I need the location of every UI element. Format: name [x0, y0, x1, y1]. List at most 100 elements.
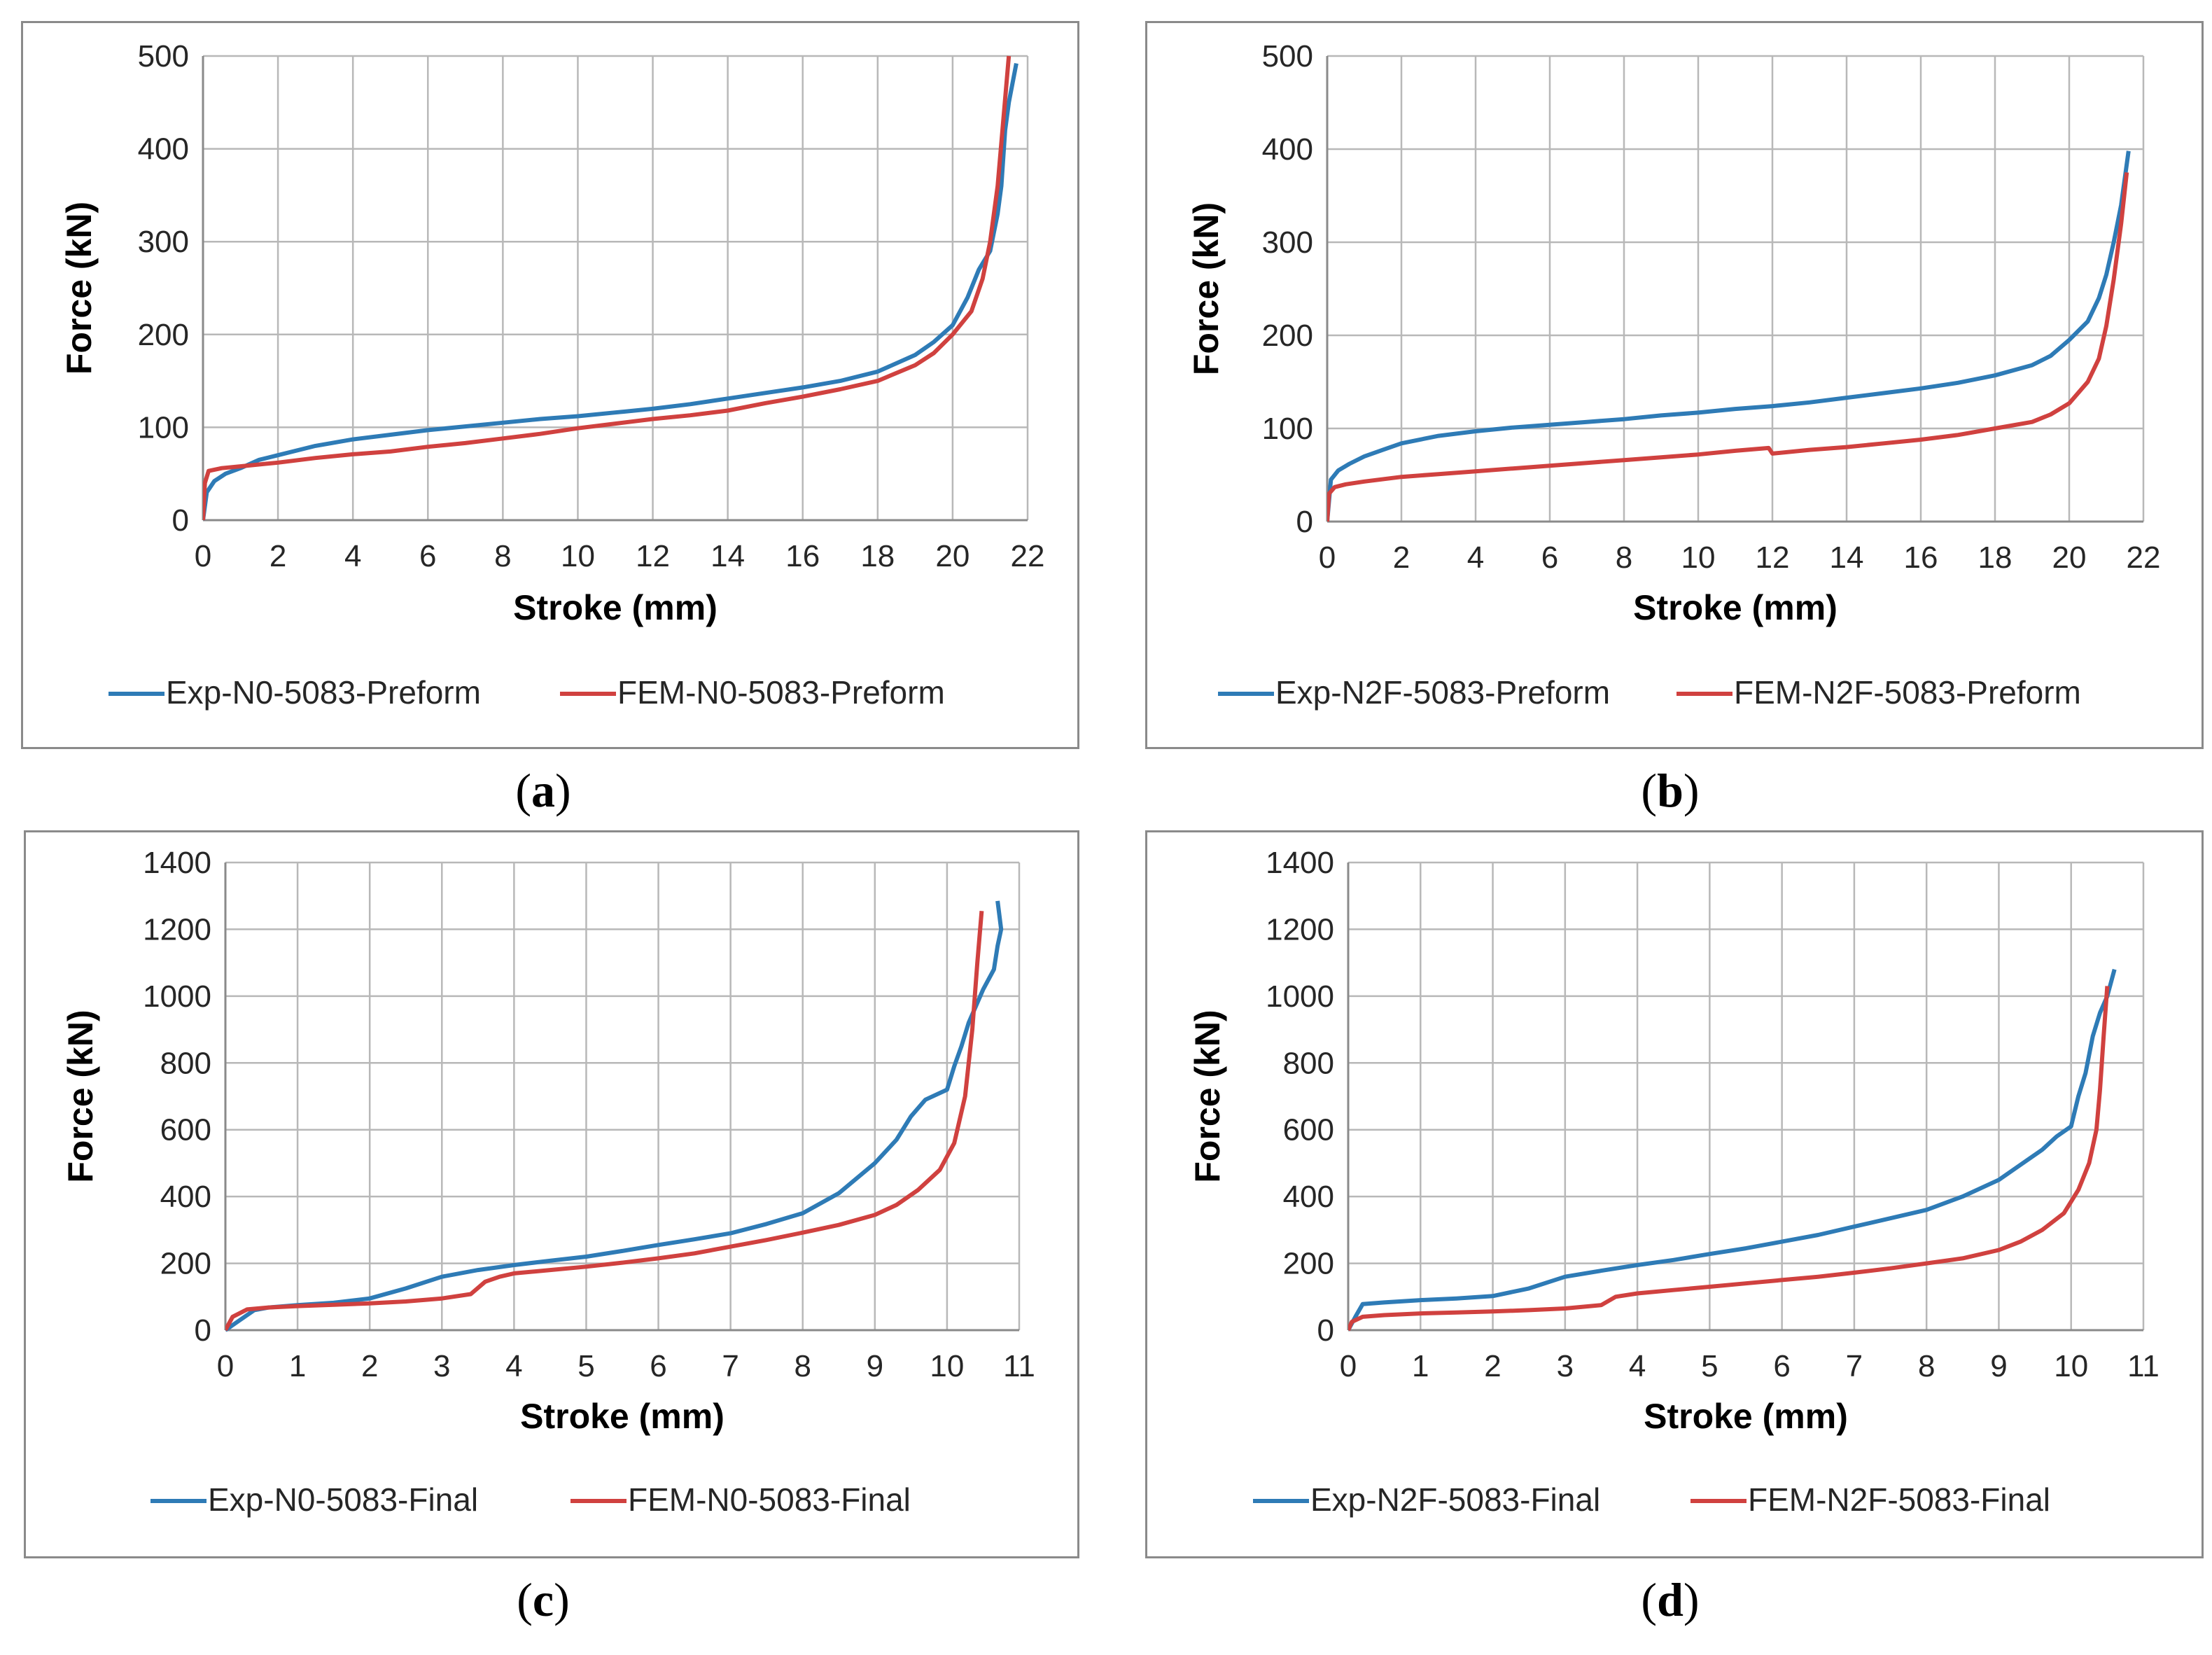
- x-tick-label: 2: [1393, 540, 1410, 575]
- y-tick-label: 1200: [1266, 912, 1334, 947]
- x-tick-label: 6: [1541, 540, 1558, 575]
- x-tick-label: 0: [1340, 1349, 1357, 1383]
- y-tick-label: 100: [1262, 412, 1313, 446]
- x-tick-label: 8: [1616, 540, 1632, 575]
- x-tick-label: 4: [1629, 1349, 1646, 1383]
- y-tick-label: 800: [160, 1046, 211, 1080]
- y-tick-label: 1400: [1266, 846, 1334, 880]
- x-tick-label: 7: [722, 1349, 738, 1383]
- series-line-fem: [1348, 986, 2110, 1332]
- x-tick-label: 2: [361, 1349, 378, 1383]
- x-tick-label: 11: [2127, 1349, 2160, 1383]
- x-tick-label: 20: [2052, 540, 2087, 575]
- x-tick-label: 4: [1467, 540, 1484, 575]
- legend-label: Exp-N0-5083-Final: [208, 1481, 478, 1518]
- x-tick-label: 4: [505, 1349, 522, 1383]
- x-tick-label: 6: [650, 1349, 666, 1383]
- plot-group-c: 0 1 2 3 4 5 6 7 8 9 10 11 0 200 400 600 800 1000 1200 1400 S…: [61, 846, 1035, 1518]
- x-tick-label: 10: [561, 539, 595, 573]
- y-tick-label: 200: [1262, 319, 1313, 353]
- legend-label: Exp-N0-5083-Preform: [166, 674, 481, 711]
- y-tick-label: 1400: [143, 846, 211, 880]
- plot-group-b: 0 2 4 6 8 10 12 14 16 18 20 22 0 100 200 300 400 500 Strok…: [1186, 39, 2160, 711]
- legend-label: Exp-N2F-5083-Preform: [1275, 674, 1610, 711]
- y-tick-label: 600: [160, 1113, 211, 1147]
- x-tick-label: 11: [1003, 1349, 1035, 1383]
- x-tick-label: 8: [494, 539, 511, 573]
- x-tick-label: 3: [433, 1349, 450, 1383]
- series-line-exp: [225, 900, 1004, 1332]
- x-tick-label: 10: [930, 1349, 964, 1383]
- x-tick-label: 3: [1557, 1349, 1574, 1383]
- x-tick-label: 1: [289, 1349, 306, 1383]
- x-axis-label: Stroke (mm): [1633, 588, 1837, 627]
- series-line-fem: [225, 910, 984, 1332]
- x-tick-label: 16: [1904, 540, 1938, 575]
- x-tick-label: 6: [1773, 1349, 1790, 1383]
- x-tick-label: 14: [1830, 540, 1864, 575]
- y-tick-label: 1000: [143, 979, 211, 1014]
- caption-b: (b): [1641, 764, 1700, 817]
- x-tick-label: 1: [1412, 1349, 1429, 1383]
- chart-b: 0 2 4 6 8 10 12 14 16 18 20 22 0 100 200 300 400 500 Strok…: [1186, 39, 2160, 711]
- plot-group-d: 0 1 2 3 4 5 6 7 8 9 10 11 0 200 400 600 800 1000 1200 1400 S…: [1188, 846, 2160, 1518]
- y-tick-label: 200: [138, 318, 189, 352]
- x-tick-label: 16: [785, 539, 820, 573]
- y-tick-label: 400: [1283, 1180, 1334, 1214]
- chart-panel-b: 0 2 4 6 8 10 12 14 16 18 20 22 0 100 200 300 400 500 Strok…: [0, 0, 2212, 826]
- y-tick-label: 200: [160, 1247, 211, 1281]
- series-line-exp: [1348, 968, 2117, 1332]
- x-tick-label: 0: [1319, 540, 1336, 575]
- chart-frame-a: [21, 21, 1079, 749]
- x-tick-label: 0: [195, 539, 211, 573]
- x-tick-label: 18: [860, 539, 895, 573]
- x-tick-label: 9: [1990, 1349, 2007, 1383]
- y-axis-label: Force (kN): [1186, 202, 1226, 375]
- y-tick-label: 500: [1262, 39, 1313, 74]
- x-tick-label: 14: [710, 539, 745, 573]
- y-tick-label: 0: [172, 503, 189, 538]
- x-axis-label: Stroke (mm): [513, 588, 718, 627]
- chart-panel-a: 0 2 4 6 8 10 12 14 16 18 20 22 0 100 200 300 400 500 Strok…: [0, 0, 1106, 826]
- y-axis-label: Force (kN): [59, 202, 99, 375]
- y-tick-label: 0: [1296, 505, 1313, 539]
- y-tick-label: 200: [1283, 1247, 1334, 1281]
- x-tick-label: 22: [2127, 540, 2161, 575]
- x-axis-label: Stroke (mm): [1644, 1397, 1848, 1436]
- y-tick-label: 400: [1262, 132, 1313, 167]
- y-tick-label: 300: [1262, 225, 1313, 260]
- x-axis-label: Stroke (mm): [520, 1397, 724, 1436]
- chart-frame-d: [1145, 830, 2204, 1558]
- x-tick-label: 5: [1701, 1349, 1718, 1383]
- y-axis-label: Force (kN): [1188, 1010, 1227, 1182]
- y-tick-label: 100: [138, 410, 189, 445]
- y-tick-label: 400: [160, 1180, 211, 1214]
- caption-d: (d): [1641, 1573, 1700, 1626]
- legend-label: Exp-N2F-5083-Final: [1310, 1481, 1600, 1518]
- x-tick-label: 22: [1011, 539, 1045, 573]
- legend-label: FEM-N0-5083-Preform: [617, 674, 945, 711]
- caption-c: (c): [517, 1573, 570, 1626]
- x-tick-label: 6: [419, 539, 436, 573]
- x-tick-label: 9: [867, 1349, 883, 1383]
- x-tick-label: 0: [217, 1349, 234, 1383]
- caption-a: (a): [515, 764, 571, 817]
- x-tick-label: 18: [1978, 540, 2012, 575]
- x-tick-label: 12: [636, 539, 670, 573]
- x-tick-label: 8: [1918, 1349, 1935, 1383]
- chart-panel-c: 0 1 2 3 4 5 6 7 8 9 10 11 0 200 400 600 800 1000 1200 1400 S…: [61, 846, 1035, 1518]
- y-tick-label: 400: [138, 132, 189, 167]
- chart-c: 0 1 2 3 4 5 6 7 8 9 10 11 0 200 400 600 800 1000 1200 1400 S…: [61, 846, 1035, 1518]
- x-tick-label: 2: [270, 539, 286, 573]
- y-tick-label: 0: [1317, 1313, 1334, 1348]
- x-tick-label: 4: [344, 539, 361, 573]
- chart-a: 0 2 4 6 8 10 12 14 16 18 20 22 0 100 200 300 400 500 Strok…: [59, 39, 1045, 711]
- y-tick-label: 800: [1283, 1046, 1334, 1080]
- legend-label: FEM-N0-5083-Final: [628, 1481, 911, 1518]
- x-tick-label: 8: [794, 1349, 811, 1383]
- x-tick-label: 10: [1681, 540, 1716, 575]
- y-axis-label: Force (kN): [61, 1010, 100, 1182]
- y-tick-label: 500: [138, 39, 189, 74]
- legend-label: FEM-N2F-5083-Preform: [1734, 674, 2081, 711]
